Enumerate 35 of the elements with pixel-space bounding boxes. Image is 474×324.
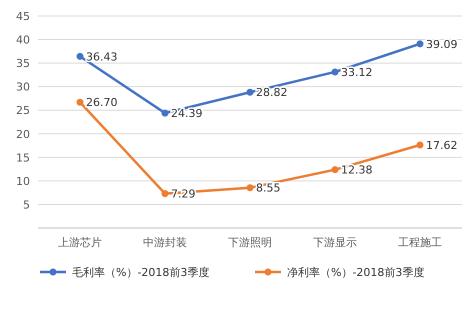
y-tick-label: 30 — [16, 80, 30, 94]
x-tick-label: 工程施工 — [398, 236, 442, 249]
point — [416, 40, 424, 48]
point — [332, 166, 338, 174]
point — [162, 190, 168, 198]
data-label: 8.55 — [256, 182, 280, 195]
data-label: 26.70 — [86, 96, 118, 110]
y-tick-label: 15 — [16, 151, 30, 164]
x-tick-label: 中游封装 — [143, 236, 187, 249]
point — [416, 141, 424, 148]
x-tick-label: 上游芯片 — [58, 236, 102, 249]
point — [246, 88, 254, 96]
legend-label: 净利率（%）-2018前3季度 — [287, 266, 424, 279]
data-label: 33.12 — [341, 66, 372, 79]
data-label: 28.82 — [256, 86, 288, 100]
legend-label: 毛利率（%）-2018前3季度 — [72, 266, 210, 279]
data-label: 12.38 — [341, 164, 372, 177]
y-tick-label: 40 — [16, 34, 30, 47]
y-tick-label: 10 — [16, 174, 30, 188]
y-tick-label: 5 — [23, 198, 30, 212]
data-label: 39.09 — [426, 38, 458, 51]
y-tick-label: 45 — [16, 10, 30, 23]
data-label: 36.43 — [86, 50, 118, 64]
y-tick-label: 35 — [16, 57, 30, 70]
point — [76, 52, 84, 60]
data-label: 24.39 — [171, 107, 202, 120]
y-tick-label: 25 — [16, 104, 30, 118]
data-label: 17.62 — [426, 138, 458, 152]
x-tick-label: 下游照明 — [228, 236, 272, 249]
point — [332, 68, 338, 76]
x-tick-label: 下游显示 — [313, 236, 357, 249]
y-tick-label: 20 — [16, 128, 30, 141]
point — [246, 184, 254, 192]
point — [76, 98, 84, 106]
point — [162, 110, 168, 117]
